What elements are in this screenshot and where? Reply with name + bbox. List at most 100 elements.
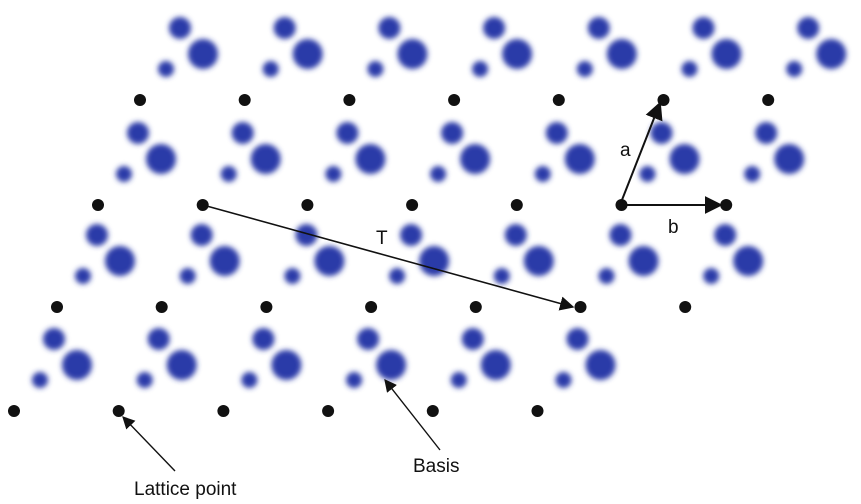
basis-atom-large [502,39,533,69]
translation-vector-T [202,204,575,311]
basis-atom-medium [295,224,318,246]
basis-atom-large [188,39,218,69]
basis-atom-small [703,268,720,284]
basis-atom-small [75,268,91,284]
basis-atom-small [472,61,489,77]
basis-atom-medium [797,17,820,39]
basis-atom-large [209,246,240,276]
basis-atom-large [355,144,386,174]
lattice-point [260,301,273,313]
basis-atom-large [733,246,764,276]
basis-atoms [32,17,847,388]
basis-group [430,122,491,182]
lattice-point-pointer [122,416,176,472]
basis-atom-medium [566,328,589,350]
basis-atom-large [523,246,554,276]
lattice-point [448,94,461,106]
basis-atom-large [460,144,491,174]
basis-group [241,328,302,388]
lattice-point [406,199,419,211]
basis-atom-small [262,61,279,77]
basis-group [346,328,407,388]
basis-atom-small [325,166,342,182]
basis-atom-small [284,268,301,284]
basis-atom-small [241,372,258,388]
label-lattice-point: Lattice point [134,479,237,500]
basis-atom-medium [127,122,149,144]
basis-atom-medium [692,17,715,39]
basis-atom-small [555,372,572,388]
basis-atom-small [681,61,698,77]
basis-atom-medium [461,328,484,350]
lattice-point [322,405,335,417]
basis-atom-medium [43,328,65,350]
basis-atom-medium [378,17,401,39]
basis-group [367,17,428,77]
basis-atom-small [493,268,510,284]
lattice-point [134,94,146,106]
arrows [122,101,723,472]
basis-atom-medium [400,224,423,246]
basis-group [555,328,616,388]
basis-atom-medium [504,224,527,246]
lattice-point [217,405,230,417]
label-b: b [668,217,679,238]
basis-atom-small [389,268,406,284]
basis-atom-medium [231,122,254,144]
basis-group [389,224,450,284]
basis-atom-large [564,144,595,174]
basis-atom-small [32,372,48,388]
basis-group [220,122,281,182]
lattice-point [112,405,125,417]
basis-group [136,328,197,388]
basis-group [472,17,533,77]
basis-group [32,328,92,388]
basis-atom-medium [441,122,464,144]
basis-atom-large [711,39,742,69]
basis-atom-large [314,246,345,276]
lattice-point [196,199,209,211]
basis-atom-small [220,166,237,182]
basis-group [284,224,345,284]
lattice-vector-a [619,101,663,206]
lattice-point [426,405,439,417]
basis-atom-small [744,166,761,182]
basis-group [598,224,659,284]
basis-atom-medium [609,224,632,246]
basis-atom-small [346,372,363,388]
basis-atom-large [397,39,428,69]
basis-group [116,122,176,182]
basis-atom-large [774,144,805,174]
basis-atom-medium [147,328,170,350]
basis-atom-medium [357,328,380,350]
lattice-point [238,94,251,106]
basis-group [158,17,218,77]
basis-atom-medium [587,17,610,39]
basis-atom-large [816,39,847,69]
lattice-point [552,94,565,106]
basis-atom-large [166,350,197,380]
lattice-point [510,199,523,211]
basis-atom-medium [273,17,296,39]
lattice-point [531,405,544,417]
lattice-point [51,301,63,313]
basis-atom-large [292,39,323,69]
basis-atom-medium [483,17,506,39]
basis-atom-small [116,166,132,182]
basis-atom-medium [650,122,673,144]
lattice-point [301,199,314,211]
basis-atom-large [419,246,450,276]
lattice-point [8,405,20,417]
basis-atom-medium [755,122,778,144]
basis-atom-small [786,61,803,77]
basis-atom-medium [714,224,737,246]
basis-atom-large [585,350,616,380]
basis-atom-medium [169,17,191,39]
basis-atom-medium [252,328,275,350]
lattice-point [365,301,378,313]
basis-atom-medium [190,224,213,246]
basis-atom-large [480,350,511,380]
basis-atom-small [639,166,656,182]
basis-group [786,17,847,77]
